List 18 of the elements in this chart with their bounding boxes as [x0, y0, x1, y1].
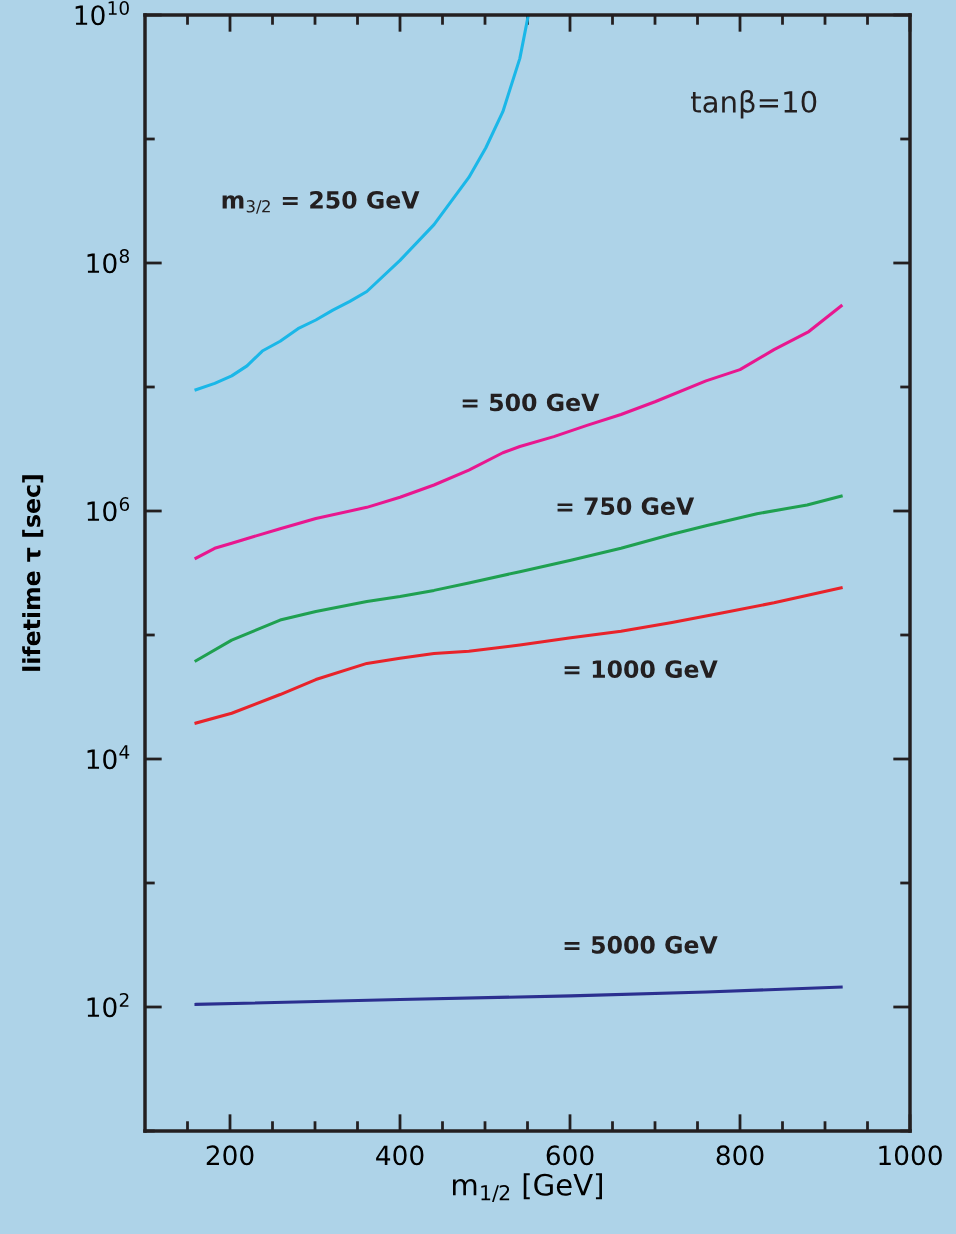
series-label: m$_{3/2}$ = 250 GeV: [222, 190, 420, 214]
annotation: tanβ=10: [691, 90, 817, 119]
x-tick-label: 600: [546, 1145, 594, 1166]
y-tick-label: 10$^{6}$: [87, 497, 130, 522]
x-axis-title: m$_{1/2}$ [GeV]: [453, 1173, 602, 1203]
y-tick-label: 10$^{10}$: [75, 1, 129, 26]
y-axis-title: lifetime τ [sec]: [22, 475, 44, 671]
x-tick-label: 400: [376, 1145, 424, 1166]
y-tick-label: 10$^{8}$: [87, 249, 129, 274]
series-label: = 1000 GeV: [564, 660, 718, 679]
x-tick-label: 1000: [879, 1145, 942, 1166]
x-tick-label: 800: [716, 1145, 764, 1166]
y-tick-label: 10$^{4}$: [87, 745, 130, 770]
series-label: = 750 GeV: [557, 497, 695, 516]
series-label: = 5000 GeV: [564, 935, 718, 954]
series-label: = 500 GeV: [462, 393, 600, 412]
x-tick-label: 200: [206, 1145, 254, 1166]
y-tick-label: 10$^{2}$: [87, 993, 129, 1018]
